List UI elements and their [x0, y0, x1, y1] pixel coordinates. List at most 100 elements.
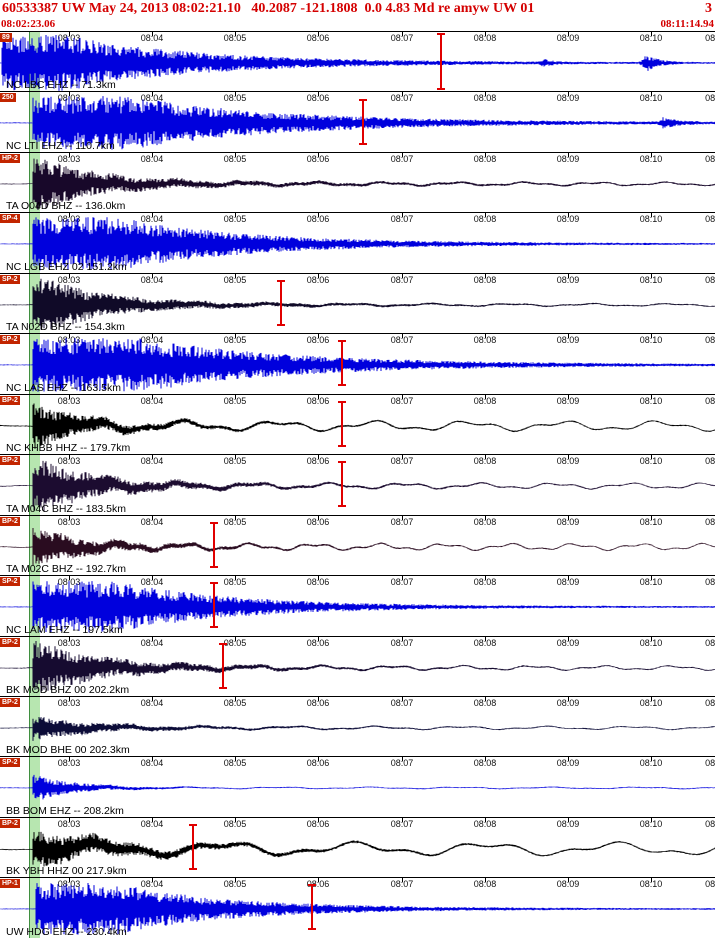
- filter-tag: BP-2: [0, 637, 20, 647]
- p-pick-band[interactable]: [29, 878, 40, 938]
- window-start-time: 08:02:23.06: [1, 18, 56, 30]
- minute-tick: [318, 213, 319, 218]
- time-label: 08:10: [639, 879, 663, 890]
- trace-row[interactable]: 08:03 08:04 08:05 08:06 08:07 08:08 08:09 08:10…: [0, 31, 715, 92]
- minute-tick: [651, 32, 652, 36]
- coda-pick-line[interactable]: [437, 33, 445, 90]
- time-label: 08:08: [473, 758, 497, 769]
- waveform: [0, 278, 715, 330]
- minute-tick: [651, 757, 652, 762]
- time-label: 08:08: [473, 879, 497, 890]
- minute-tick: [69, 576, 70, 581]
- station-label: BB BOM EHZ -- 208.2km: [6, 804, 124, 817]
- minute-tick: [485, 394, 486, 399]
- coda-pick-line[interactable]: [338, 400, 346, 447]
- time-label: 08:08: [473, 577, 497, 588]
- trace-row[interactable]: 08:03 08:04 08:05 08:06 08:07 08:08 08:09 08:10…: [0, 272, 715, 334]
- minute-tick: [152, 757, 153, 762]
- coda-pick-line[interactable]: [308, 884, 316, 931]
- minute-tick: [651, 213, 652, 218]
- filter-tag: SP-2: [0, 335, 20, 345]
- time-label: 08:09: [556, 335, 580, 346]
- minute-tick: [402, 696, 403, 701]
- time-label: 08:09: [556, 153, 580, 164]
- trace-row[interactable]: 08:03 08:04 08:05 08:06 08:07 08:08 08:09 08:10…: [0, 514, 715, 576]
- time-label: 08:06: [306, 818, 330, 829]
- coda-pick-line[interactable]: [338, 461, 346, 508]
- station-label: NC LAS EHZ -- 163.5km: [6, 381, 121, 394]
- minute-tick: [318, 817, 319, 822]
- time-label: 08:09: [556, 637, 580, 648]
- time-label: 08:03: [57, 335, 81, 346]
- minute-tick: [235, 757, 236, 762]
- time-label: 08:03: [57, 637, 81, 648]
- time-label: 08:04: [140, 577, 164, 588]
- minute-tick: [318, 515, 319, 520]
- waveform: [0, 158, 715, 210]
- station-label: NC LTI EHZ -- 110.7km: [6, 139, 115, 152]
- minute-tick: [69, 696, 70, 701]
- trace-row[interactable]: 08:03 08:04 08:05 08:06 08:07 08:08 08:09 08:10…: [0, 454, 715, 515]
- minute-tick: [402, 576, 403, 581]
- coda-pick-line[interactable]: [359, 98, 367, 145]
- filter-tag: SP-2: [0, 274, 20, 284]
- filter-tag: SP-4: [0, 214, 20, 224]
- time-label: 08:04: [140, 637, 164, 648]
- minute-tick: [69, 515, 70, 520]
- time-label: 08:06: [306, 879, 330, 890]
- minute-tick: [235, 455, 236, 460]
- time-label: 08:08: [473, 274, 497, 285]
- time-label: 08:05: [223, 818, 247, 829]
- coda-pick-line[interactable]: [219, 642, 227, 689]
- minute-tick: [651, 152, 652, 157]
- minute-tick: [235, 394, 236, 399]
- trace-row[interactable]: 08:03 08:04 08:05 08:06 08:07 08:08 08:09 08:10…: [0, 877, 715, 938]
- filter-tag: BP-2: [0, 516, 20, 526]
- trace-row[interactable]: 08:03 08:04 08:05 08:06 08:07 08:08 08:09 08:10…: [0, 393, 715, 455]
- trace-row[interactable]: 08:03 08:04 08:05 08:06 08:07 08:08 08:09 08:10…: [0, 151, 715, 213]
- window-end-time: 08:11:14.94: [660, 18, 714, 30]
- time-label: 08:03: [57, 274, 81, 285]
- minute-tick: [568, 817, 569, 822]
- minute-tick: [568, 696, 569, 701]
- minute-tick: [402, 636, 403, 641]
- time-label: 08:04: [140, 758, 164, 769]
- time-label: 08:05: [223, 516, 247, 527]
- time-label: 08:06: [306, 214, 330, 225]
- waveform: [0, 831, 715, 867]
- minute-tick: [402, 32, 403, 36]
- minute-tick: [235, 213, 236, 218]
- station-label: TA M02C BHZ -- 192.7km: [6, 563, 127, 576]
- minute-tick: [69, 817, 70, 822]
- minute-tick: [318, 757, 319, 762]
- trace-row[interactable]: 08:03 08:04 08:05 08:06 08:07 08:08 08:09 08:10…: [0, 212, 715, 273]
- minute-tick: [152, 92, 153, 97]
- time-label: 08:03: [57, 697, 81, 708]
- trace-row[interactable]: 08:03 08:04 08:05 08:06 08:07 08:08 08:09 08:10…: [0, 91, 715, 152]
- time-label: 08:05: [223, 395, 247, 406]
- coda-pick-line[interactable]: [277, 279, 285, 326]
- trace-row[interactable]: 08:03 08:04 08:05 08:06 08:07 08:08 08:09 08:10…: [0, 695, 715, 757]
- trace-row[interactable]: 08:03 08:04 08:05 08:06 08:07 08:08 08:09 08:10…: [0, 756, 715, 817]
- time-label: 08:08: [473, 335, 497, 346]
- time-label: 08:09: [556, 395, 580, 406]
- time-label: 08:11: [705, 516, 715, 527]
- coda-pick-line[interactable]: [338, 340, 346, 387]
- time-label: 08:03: [57, 153, 81, 164]
- time-label: 08:09: [556, 33, 580, 43]
- time-label: 08:06: [306, 697, 330, 708]
- minute-tick: [485, 515, 486, 520]
- trace-row[interactable]: 08:03 08:04 08:05 08:06 08:07 08:08 08:09 08:10…: [0, 635, 715, 696]
- coda-pick-line[interactable]: [189, 824, 197, 870]
- time-label: 08:09: [556, 879, 580, 890]
- time-label: 08:07: [390, 697, 414, 708]
- trace-row[interactable]: 08:03 08:04 08:05 08:06 08:07 08:08 08:09 08:10…: [0, 575, 715, 636]
- coda-pick-line[interactable]: [210, 521, 218, 568]
- time-label: 08:09: [556, 577, 580, 588]
- trace-row[interactable]: 08:03 08:04 08:05 08:06 08:07 08:08 08:09 08:10…: [0, 333, 715, 394]
- minute-tick: [318, 455, 319, 460]
- minute-tick: [318, 334, 319, 339]
- waveform: [0, 35, 715, 91]
- trace-row[interactable]: 08:03 08:04 08:05 08:06 08:07 08:08 08:09 08:10…: [0, 816, 715, 878]
- coda-pick-line[interactable]: [210, 582, 218, 629]
